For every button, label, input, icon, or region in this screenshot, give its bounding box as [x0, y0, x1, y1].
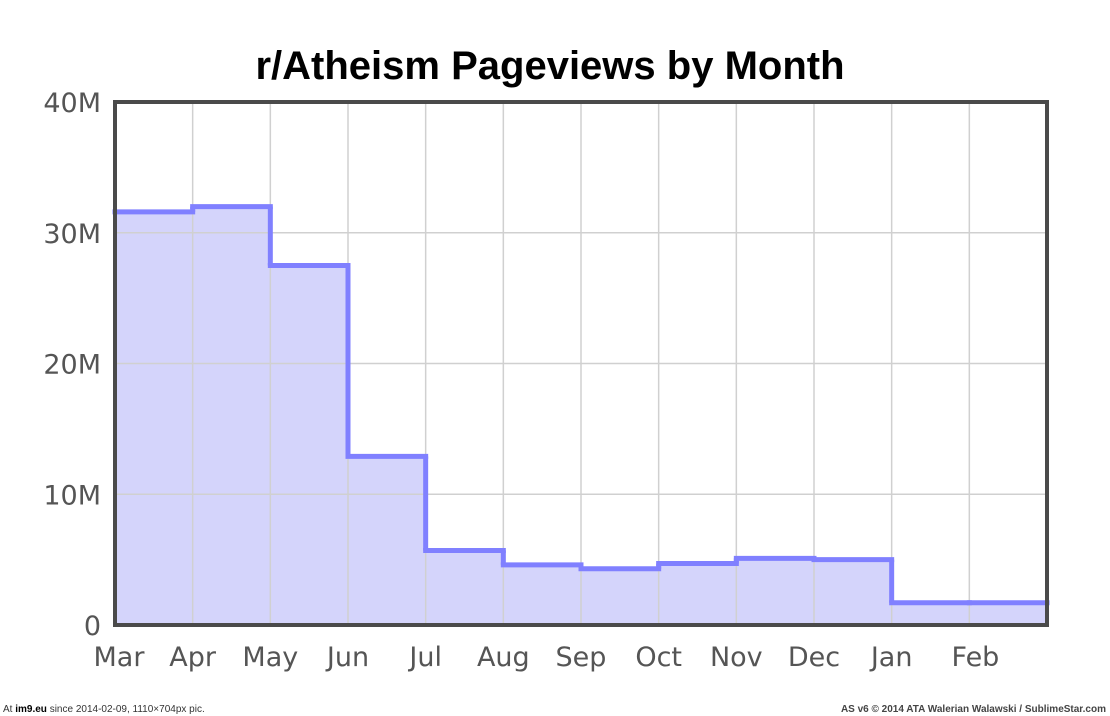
x-tick-label: Dec — [788, 642, 840, 673]
y-tick-label: 30M — [43, 219, 101, 250]
y-tick-label: 20M — [43, 350, 101, 381]
footer-info: since 2014-02-09, 1110×704px pic. — [49, 704, 205, 715]
chart-area: 0 10M 20M 30M 40M Mar Apr May Jun Jul Aug Sep Oct Nov… — [43, 88, 1050, 673]
plot-frame — [113, 100, 1049, 627]
x-tick-label: May — [242, 642, 298, 673]
footer-left-text: At im9.eu since 2014-02-09, 1110×704px p… — [3, 703, 205, 716]
x-tick-label: Jul — [407, 642, 442, 673]
y-tick-label: 10M — [43, 480, 101, 511]
y-tick-label: 40M — [43, 88, 101, 119]
footer-site-link[interactable]: im9.eu — [15, 704, 47, 715]
x-tick-label: Apr — [169, 642, 217, 673]
x-tick-label: Sep — [556, 642, 607, 673]
y-tick-label: 0 — [84, 611, 101, 642]
footer-prefix: At — [3, 704, 13, 715]
x-tick-label: Mar — [94, 642, 146, 673]
x-tick-label: Aug — [477, 642, 530, 673]
x-tick-label: Jun — [325, 642, 369, 673]
x-tick-label: Oct — [635, 642, 682, 673]
x-tick-label: Jan — [869, 642, 913, 673]
footer-right-text: AS v6 © 2014 ATA Walerian Walawski / Sub… — [840, 704, 1106, 715]
x-tick-label: Nov — [710, 642, 763, 673]
x-tick-label: Feb — [952, 642, 1000, 673]
chart-title: r/Atheism Pageviews by Month — [255, 44, 845, 88]
